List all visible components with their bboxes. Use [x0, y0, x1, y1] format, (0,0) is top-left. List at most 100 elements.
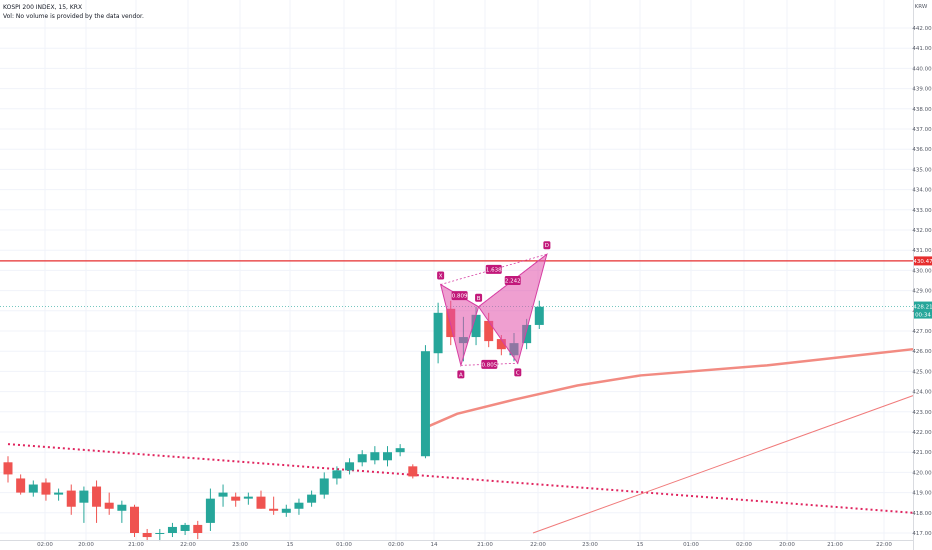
resistance-price-label: 430.47	[913, 259, 932, 265]
candle-body	[294, 502, 304, 509]
candle-body	[471, 314, 481, 338]
candle-body	[281, 508, 291, 513]
candle	[307, 490, 317, 507]
candle	[193, 520, 203, 540]
x-tick-label: 22:00	[876, 542, 892, 548]
candle-body	[28, 484, 38, 493]
y-tick-label: 425.00	[912, 369, 932, 375]
price-axis[interactable]: KRW 442.00 441.00 440.00 439.00 438.00 437.00 4…	[912, 0, 932, 550]
candle-body	[218, 492, 228, 497]
symbol-title[interactable]: KOSPI 200 INDEX, 15, KRX	[3, 4, 83, 11]
candle-body	[142, 533, 152, 538]
candle-body	[269, 508, 279, 511]
pattern-ratio-bg	[481, 359, 498, 369]
volume-note: Vol: No volume is provided by the data v…	[3, 13, 144, 20]
y-tick-label: 421.00	[912, 450, 932, 456]
y-tick-label: 424.00	[912, 390, 932, 396]
candle-body	[357, 454, 367, 463]
countdown-label: 00:34	[915, 313, 931, 319]
candle	[433, 302, 443, 364]
x-tick-label: 20:00	[78, 542, 94, 548]
chart-legend: KOSPI 200 INDEX, 15, KRX Vol: No volume …	[3, 3, 144, 21]
pattern-point-b: B	[475, 293, 483, 302]
x-tick-label: 01:00	[683, 542, 699, 548]
y-tick-label: 427.00	[912, 329, 932, 335]
candle-body	[79, 490, 89, 503]
candle	[243, 492, 253, 505]
pattern-ratio-label: 0.809	[452, 294, 468, 300]
candle-body	[332, 470, 342, 479]
resistance-price-tag	[914, 256, 932, 266]
y-tick-label: 434.00	[912, 188, 932, 194]
candle	[281, 504, 291, 517]
candle	[408, 464, 418, 479]
pattern-ratio-bg	[504, 276, 521, 285]
y-tick-label: 429.00	[912, 289, 932, 295]
candle-body	[66, 490, 76, 507]
x-tick-label: 21:00	[128, 542, 144, 548]
x-tick-label: 22:00	[530, 542, 546, 548]
candle-body	[243, 496, 253, 499]
candle-body	[104, 502, 114, 509]
pattern-ratio: 2.242	[504, 276, 521, 285]
candle-body	[395, 448, 405, 453]
y-tick-label: 430.00	[912, 268, 932, 274]
candle-body	[408, 466, 418, 477]
pattern-ratio: 1.638	[485, 264, 502, 274]
pattern-point-label: A	[459, 372, 463, 378]
candle	[269, 496, 279, 515]
pattern-ratio-label: 0.805	[481, 362, 497, 368]
currency-label: KRW	[915, 4, 928, 10]
candle-body	[420, 351, 430, 457]
pattern-point-x: X	[437, 271, 445, 280]
y-tick-label: 439.00	[912, 87, 932, 93]
pattern-leg-xd	[440, 253, 547, 285]
candle	[3, 456, 13, 483]
candle	[79, 486, 89, 523]
pattern-ratio-label: 1.638	[486, 267, 502, 273]
y-tick-label: 437.00	[912, 127, 932, 133]
x-tick-label: 21:00	[827, 542, 843, 548]
candle	[155, 528, 165, 542]
candle-body	[484, 320, 494, 342]
y-tick-label: 431.00	[912, 248, 932, 254]
pattern-point-d: D	[543, 241, 551, 250]
candle	[218, 484, 228, 507]
chart-grid	[0, 0, 913, 540]
candle	[54, 488, 64, 501]
time-axis[interactable]: 02:00 20:00 21:00 22:00 23:00 15 01:00 02:00 14 2…	[0, 540, 913, 549]
candle	[231, 492, 241, 507]
candle	[205, 488, 215, 531]
candle	[28, 480, 38, 497]
y-tick-label: 436.00	[912, 147, 932, 153]
candle	[256, 490, 266, 509]
candle-body	[307, 494, 317, 503]
x-tick-label: 15	[287, 542, 294, 548]
candle	[92, 480, 102, 523]
candle-body	[345, 462, 355, 471]
candle	[534, 300, 544, 329]
x-tick-label: 20:00	[779, 542, 795, 548]
pattern-point-bg	[543, 241, 551, 250]
candle-body	[534, 306, 544, 325]
pattern-point-label: B	[477, 296, 481, 302]
candle	[117, 500, 127, 523]
candle-body	[522, 324, 532, 344]
y-tick-label: 442.00	[912, 26, 932, 32]
candle	[66, 484, 76, 515]
pattern-point-bg	[457, 370, 465, 379]
y-tick-label: 422.00	[912, 430, 932, 436]
price-axis-bg	[913, 0, 932, 550]
candle	[167, 522, 177, 538]
candle	[104, 492, 114, 515]
pattern-point-c: C	[514, 368, 522, 377]
candle-body	[41, 482, 51, 495]
candle-body	[167, 526, 177, 533]
price-tags: 430.47 428.21 00:34	[913, 256, 932, 319]
y-tick-label: 418.00	[912, 511, 932, 517]
pattern-point-bg	[475, 293, 483, 302]
candle-body	[193, 524, 203, 533]
candle-body	[496, 339, 506, 350]
y-tick-label: 419.00	[912, 491, 932, 497]
